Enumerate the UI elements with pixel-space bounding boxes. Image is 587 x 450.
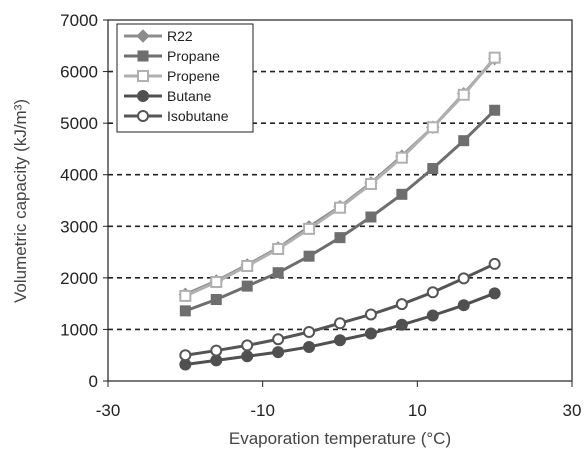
y-tick-label: 5000	[60, 114, 98, 133]
legend-item: Isobutane	[124, 108, 229, 124]
data-point	[303, 326, 316, 339]
series-butane	[179, 287, 501, 371]
data-point	[303, 250, 315, 262]
data-point	[210, 294, 222, 306]
legend-item: Propene	[124, 68, 220, 84]
x-axis-title: Evaporation temperature (°C)	[229, 429, 451, 448]
data-point	[241, 280, 253, 292]
data-point	[241, 350, 254, 363]
data-point	[210, 275, 223, 288]
y-axis-title: Volumetric capacity (kJ/m³)	[11, 99, 30, 303]
legend-marker	[137, 50, 149, 62]
series-propene	[179, 51, 501, 302]
data-point	[457, 272, 470, 285]
legend-item: Propane	[124, 48, 220, 64]
y-tick-label: 4000	[60, 166, 98, 185]
data-point	[272, 242, 285, 255]
x-tick-label: -10	[250, 401, 275, 420]
data-point	[457, 88, 470, 101]
data-point	[395, 298, 408, 311]
y-tick-label: 7000	[60, 11, 98, 30]
legend-item: Butane	[124, 88, 212, 104]
data-point	[364, 177, 377, 190]
y-tick-label: 1000	[60, 320, 98, 339]
data-point	[427, 163, 439, 175]
data-point	[396, 188, 408, 200]
y-tick-label: 6000	[60, 63, 98, 82]
data-point	[179, 305, 191, 317]
plot-frame	[107, 19, 573, 382]
data-point	[334, 232, 346, 244]
data-point	[488, 287, 501, 300]
y-tick-label: 3000	[60, 217, 98, 236]
legend-label: Propane	[167, 48, 220, 64]
y-tick-label: 2000	[60, 269, 98, 288]
legend-marker	[137, 90, 149, 102]
x-tick-label: -30	[96, 401, 121, 420]
series-isobutane	[179, 257, 501, 362]
legend-marker	[136, 29, 150, 43]
data-point	[488, 257, 501, 270]
data-point	[365, 211, 377, 223]
data-point	[241, 339, 254, 352]
legend-label: Isobutane	[167, 108, 229, 124]
data-point	[395, 151, 408, 164]
data-point	[488, 51, 501, 64]
axis-ticks: 0 1000 2000 3000 4000 5000 6000 7000 -30 -10 10 30	[60, 11, 581, 420]
data-point	[303, 222, 316, 235]
data-point	[179, 349, 192, 362]
legend-marker	[137, 110, 149, 122]
data-point	[272, 346, 285, 359]
data-series	[178, 51, 502, 371]
data-point	[364, 308, 377, 321]
data-point	[426, 286, 439, 299]
data-point	[395, 318, 408, 331]
data-point	[457, 299, 470, 312]
legend-label: Propene	[167, 68, 220, 84]
data-point	[334, 334, 346, 347]
data-point	[303, 340, 316, 353]
data-point	[489, 104, 501, 116]
legend-label: R22	[167, 28, 193, 44]
legend-label: Butane	[167, 88, 212, 104]
x-tick-label: 30	[563, 401, 582, 420]
y-tick-label: 0	[89, 372, 98, 391]
data-point	[210, 344, 223, 357]
x-tick-label: 10	[408, 401, 427, 420]
data-point	[272, 333, 285, 346]
data-point	[241, 259, 254, 272]
data-point	[179, 289, 192, 302]
data-point	[426, 121, 439, 134]
data-point	[426, 309, 439, 322]
data-point	[458, 135, 470, 147]
data-point	[272, 267, 284, 279]
legend-item: R22	[124, 28, 193, 44]
data-point	[364, 327, 377, 340]
data-point	[334, 201, 346, 214]
legend: R22 Propane Propene Butane Isobutane	[116, 23, 254, 133]
legend-marker	[137, 70, 149, 82]
data-point	[334, 317, 346, 330]
series-propane	[179, 104, 501, 317]
